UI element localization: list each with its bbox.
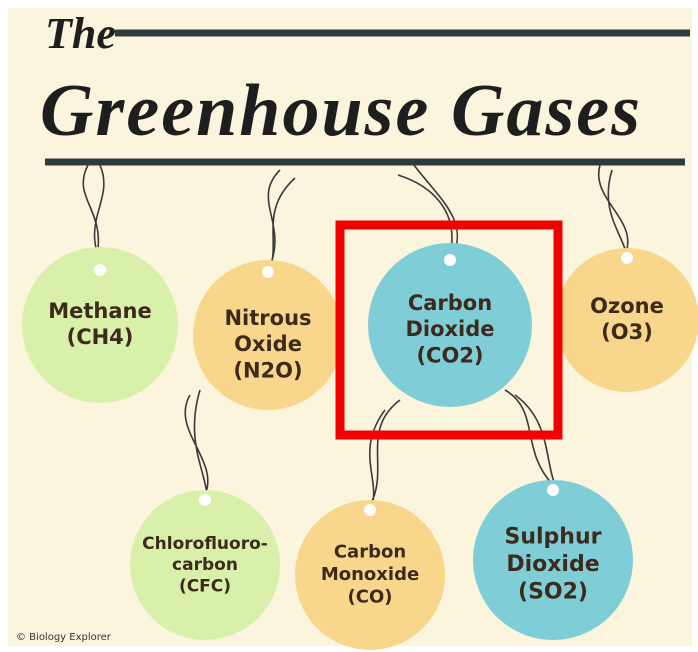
gas-label: Sulphur <box>505 525 602 550</box>
gas-label: Oxide <box>234 332 302 356</box>
gas-label: Carbon <box>408 291 492 315</box>
gas-label: Monoxide <box>321 564 419 585</box>
gas-label: (CO2) <box>416 343 483 367</box>
gas-label: (SO2) <box>518 580 588 605</box>
gas-label: (N2O) <box>233 358 302 382</box>
gas-label: (CH4) <box>67 325 134 349</box>
infographic: The Greenhouse Gases Methane(CH4) Nitrous… <box>0 0 698 652</box>
credit: © Biology Explorer <box>16 632 112 643</box>
gas-label: (CFC) <box>179 576 231 596</box>
gas-label: carbon <box>172 555 238 575</box>
gas-label: (O3) <box>601 320 653 344</box>
gas-label: Nitrous <box>224 306 311 330</box>
gas-label: Dioxide <box>405 317 494 341</box>
gas-label: Ozone <box>590 294 664 318</box>
page: The Greenhouse Gases Methane(CH4) Nitrous… <box>0 0 698 652</box>
title-the: The <box>45 9 116 58</box>
gas-label: Carbon <box>334 542 406 563</box>
gas-label: Chlorofluoro- <box>142 534 268 554</box>
title: Greenhouse Gases <box>40 70 640 152</box>
gas-label: Methane <box>48 299 152 323</box>
gas-label: Dioxide <box>506 552 599 577</box>
gas-label: (CO) <box>348 587 393 608</box>
